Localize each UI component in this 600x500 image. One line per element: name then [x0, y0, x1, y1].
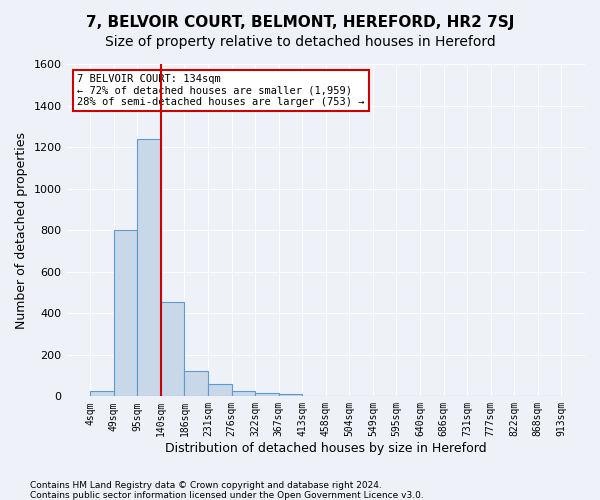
Bar: [184, 372, 208, 396]
Bar: [161, 302, 184, 396]
Text: Size of property relative to detached houses in Hereford: Size of property relative to detached ho…: [104, 35, 496, 49]
Bar: [232, 391, 255, 396]
Bar: [255, 392, 278, 396]
X-axis label: Distribution of detached houses by size in Hereford: Distribution of detached houses by size …: [165, 442, 487, 455]
Text: Contains public sector information licensed under the Open Government Licence v3: Contains public sector information licen…: [30, 491, 424, 500]
Text: 7 BELVOIR COURT: 134sqm
← 72% of detached houses are smaller (1,959)
28% of semi: 7 BELVOIR COURT: 134sqm ← 72% of detache…: [77, 74, 364, 107]
Y-axis label: Number of detached properties: Number of detached properties: [15, 132, 28, 328]
Text: 7, BELVOIR COURT, BELMONT, HEREFORD, HR2 7SJ: 7, BELVOIR COURT, BELMONT, HEREFORD, HR2…: [86, 15, 514, 30]
Bar: [90, 391, 113, 396]
Text: Contains HM Land Registry data © Crown copyright and database right 2024.: Contains HM Land Registry data © Crown c…: [30, 481, 382, 490]
Bar: [208, 384, 232, 396]
Bar: [278, 394, 302, 396]
Bar: [113, 230, 137, 396]
Bar: [137, 139, 161, 396]
